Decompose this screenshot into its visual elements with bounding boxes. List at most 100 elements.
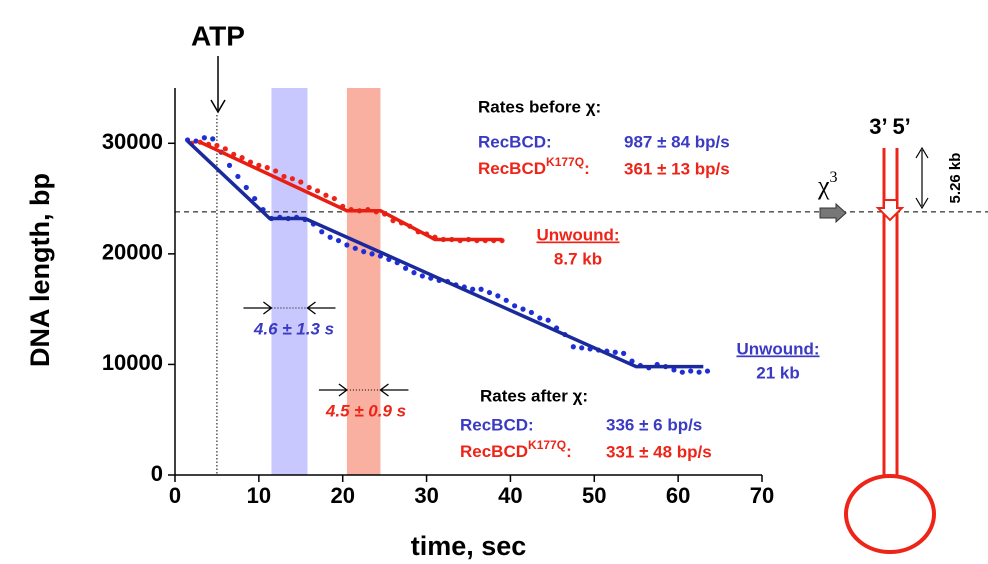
after-wt: RecBCD:: [460, 415, 534, 434]
unwound-blue: Unwound:: [736, 339, 819, 358]
sup: 3: [830, 169, 838, 186]
name: RecBCD: [460, 442, 528, 461]
point: [621, 350, 627, 356]
name: RecBCD: [478, 159, 546, 178]
x-tick-label: 0: [169, 483, 181, 508]
point: [361, 249, 367, 255]
atp-label: ATP: [191, 20, 245, 51]
length-arrowheads: [915, 146, 929, 210]
point: [369, 251, 375, 257]
point: [210, 136, 216, 142]
fit-line: [199, 140, 503, 242]
y-tick-label: 30000: [102, 129, 163, 154]
before-wt-rate: 987 ± 84 bp/s: [624, 132, 730, 151]
point: [306, 184, 312, 191]
unwound-red: Unwound:: [536, 225, 619, 244]
x-axis-label: time, sec: [411, 531, 527, 561]
y-tick-label: 10000: [102, 350, 163, 375]
point: [273, 168, 279, 174]
point: [323, 192, 329, 198]
x-tick-label: 50: [582, 483, 606, 508]
point: [239, 155, 245, 161]
point: [243, 184, 249, 191]
chi: χ: [817, 171, 830, 200]
point: [226, 162, 233, 168]
point: [327, 234, 333, 240]
point: [512, 303, 518, 309]
before-mut-rate: 361 ± 13 bp/s: [624, 159, 730, 178]
band: [346, 88, 381, 475]
chi-arrow: [819, 202, 847, 224]
interval-arrow: [243, 301, 336, 315]
band: [271, 88, 308, 475]
point: [235, 173, 241, 180]
x-tick-label: 10: [247, 483, 271, 508]
point: [696, 369, 702, 375]
point: [520, 306, 526, 312]
x-tick-label: 70: [750, 483, 774, 508]
point: [528, 309, 534, 316]
point: [470, 286, 476, 292]
y-axis-label: DNA length, bp: [25, 173, 55, 367]
point: [281, 173, 287, 180]
point: [344, 242, 350, 248]
chi-label: χ3: [817, 169, 838, 200]
point: [704, 368, 711, 374]
pause-red: 4.5 ± 0.9 s: [325, 401, 406, 420]
point: [331, 195, 337, 202]
chi-site: [875, 199, 905, 222]
length-label: 5.26 kb: [947, 153, 964, 204]
strand-labels: 3’ 5’: [869, 114, 911, 139]
point: [335, 237, 342, 244]
point: [579, 345, 585, 351]
after-wt-rate: 336 ± 6 bp/s: [606, 415, 702, 434]
point: [537, 315, 543, 321]
x-tick-label: 20: [330, 483, 354, 508]
point: [264, 165, 270, 171]
point: [688, 368, 694, 374]
after-mut: RecBCDK177Q:: [460, 438, 572, 461]
point: [419, 273, 425, 279]
point: [252, 195, 258, 202]
y-tick-label: 20000: [102, 240, 163, 265]
point: [486, 289, 493, 296]
point: [298, 179, 304, 185]
loop: [844, 474, 936, 554]
point: [545, 317, 551, 323]
x-tick-label: 30: [414, 483, 438, 508]
unwound-red-value: 8.7 kb: [554, 249, 602, 268]
point: [214, 142, 220, 149]
point: [314, 188, 321, 194]
sup: K177Q: [528, 438, 566, 452]
point: [352, 245, 358, 251]
point: [411, 270, 417, 276]
sup: K177Q: [546, 155, 584, 169]
point: [193, 138, 199, 144]
point: [319, 229, 325, 235]
point: [671, 367, 677, 373]
before-wt: RecBCD:: [478, 132, 552, 151]
point: [495, 293, 501, 299]
point: [222, 146, 228, 152]
after-mut-rate: 331 ± 48 bp/s: [606, 442, 712, 461]
point: [478, 286, 484, 292]
point: [403, 265, 409, 271]
fit-line: [186, 139, 704, 369]
point: [612, 349, 618, 355]
before-mut: RecBCDK177Q:: [478, 155, 590, 178]
point: [256, 162, 262, 168]
bands: [271, 88, 381, 475]
x-tick-label: 40: [498, 483, 522, 508]
after-title: Rates after χ:: [480, 386, 588, 405]
point: [679, 369, 685, 375]
plot: 0 10000 20000 30000 0 10 20 30 40 50 60 70 time, sec…: [25, 88, 988, 561]
interval-arrow: [318, 383, 409, 397]
point: [201, 135, 207, 141]
point: [289, 176, 295, 182]
point: [377, 253, 384, 259]
pause-blue: 4.6 ± 1.3 s: [253, 319, 334, 338]
x-tick-label: 60: [666, 483, 690, 508]
atp-arrowhead: [210, 99, 226, 114]
